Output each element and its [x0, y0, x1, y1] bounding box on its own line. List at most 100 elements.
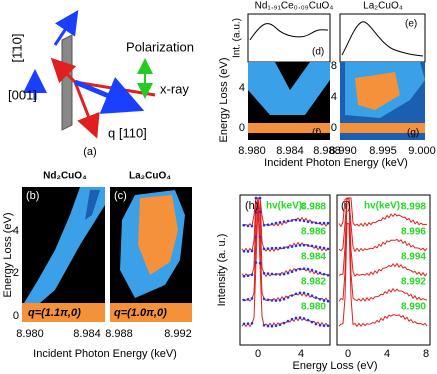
heatmap-f	[248, 62, 330, 140]
data-point	[298, 219, 302, 222]
data-point	[258, 196, 262, 200]
y-tick-label: 4	[331, 91, 337, 103]
data-point	[254, 261, 258, 264]
x-tick-label: 9.000	[408, 145, 436, 157]
panel-label: (f)	[312, 128, 321, 139]
data-point	[302, 291, 306, 295]
data-point	[314, 221, 318, 225]
y-tick-label: 0	[13, 310, 19, 322]
axis-title: Int. (a.u.)	[232, 18, 243, 58]
y-tick-label: 8	[331, 60, 337, 72]
data-point	[290, 294, 294, 297]
heatmap-g	[340, 62, 425, 140]
diagram-a	[23, 10, 156, 139]
data-point	[246, 322, 250, 325]
axis-title: Incident Photon Energy (keV)	[33, 348, 177, 360]
data-point	[250, 249, 254, 253]
data-point	[286, 296, 290, 299]
data-point	[250, 322, 254, 325]
data-point	[262, 247, 266, 251]
axis-label: [001]	[8, 87, 37, 102]
data-point	[242, 250, 246, 253]
energy-label: 8.990	[401, 302, 426, 313]
data-point	[318, 324, 322, 327]
axis-title: Intensity (a. u.)	[216, 234, 228, 307]
axis-title: Energy Loss (eV)	[293, 360, 378, 372]
axis-title: Energy Loss (eV)	[218, 58, 230, 143]
x-tick-label: 8.980	[238, 145, 266, 157]
data-point	[266, 298, 270, 302]
fit-curve	[338, 196, 428, 302]
data-point	[310, 244, 314, 248]
panel-label: (i)	[341, 200, 351, 212]
x-tick-label: 8.988	[313, 145, 341, 157]
x-tick-label: 8.988	[105, 328, 133, 340]
data-point	[254, 196, 258, 200]
data-point	[326, 247, 330, 251]
data-point	[274, 324, 278, 328]
data-point	[306, 244, 310, 247]
data-point	[246, 298, 250, 301]
x-tick-label: 8.980	[16, 328, 44, 340]
data-point	[270, 324, 274, 328]
data-point	[294, 292, 298, 296]
energy-label: 8.992	[401, 277, 426, 288]
panel-label: (h)	[245, 200, 258, 212]
energy-label: 8.982	[301, 277, 326, 288]
data-point	[294, 244, 298, 248]
y-tick-label: 0	[239, 122, 245, 134]
data-point	[306, 220, 310, 223]
data-point	[326, 324, 330, 328]
panel-title: La₂CuO₄	[363, 1, 403, 12]
fit-curve	[338, 197, 428, 253]
data-point	[242, 322, 246, 326]
y-tick-label: 2	[13, 267, 19, 279]
axis-title: Energy Loss (eV)	[2, 213, 14, 298]
data-point	[254, 211, 258, 214]
fit-curve	[241, 197, 329, 302]
data-point	[250, 297, 254, 300]
data-point	[306, 318, 310, 322]
data-point	[314, 322, 318, 326]
data-point	[298, 316, 302, 319]
data-point	[246, 274, 250, 278]
heatmap-b	[22, 187, 105, 322]
panel-label: (e)	[405, 19, 417, 30]
data-point	[282, 321, 286, 325]
data-point	[290, 270, 294, 274]
label: Polarization	[126, 39, 194, 54]
x-tick-label: 0	[345, 348, 351, 360]
data-point	[278, 273, 282, 276]
panel-title: Nd₂CuO₄	[43, 171, 87, 182]
x-tick-label: 8.990	[329, 145, 357, 157]
data-point	[326, 299, 330, 303]
data-point	[278, 299, 282, 302]
data-point	[262, 297, 266, 301]
energy-label: 8.988	[301, 202, 326, 213]
y-tick-label: 4	[13, 225, 19, 237]
data-point	[306, 292, 310, 296]
x-tick-label: 8.992	[164, 328, 192, 340]
data-point	[306, 267, 310, 271]
data-point	[282, 220, 286, 223]
data-point	[266, 247, 270, 250]
energy-label: 8.994	[401, 252, 426, 263]
spectra: 8.988 8.986 8.984 8.982 8.980 8.998 8.996 8.994…	[241, 196, 428, 328]
data-point	[294, 268, 298, 272]
data-point	[242, 223, 246, 227]
data-point	[290, 245, 294, 248]
data-point	[270, 222, 274, 226]
q-label: q=(1.0π,0)	[114, 307, 167, 319]
data-point	[242, 298, 246, 302]
panel-label: (b)	[26, 190, 39, 202]
data-point	[274, 246, 278, 250]
data-point	[274, 221, 278, 225]
data-point	[314, 296, 318, 299]
data-point	[326, 274, 330, 277]
panel-label: (g)	[407, 128, 419, 139]
data-point	[302, 267, 306, 271]
data-point	[274, 299, 278, 302]
data-point	[322, 246, 326, 250]
panel-label: (c)	[114, 190, 127, 202]
